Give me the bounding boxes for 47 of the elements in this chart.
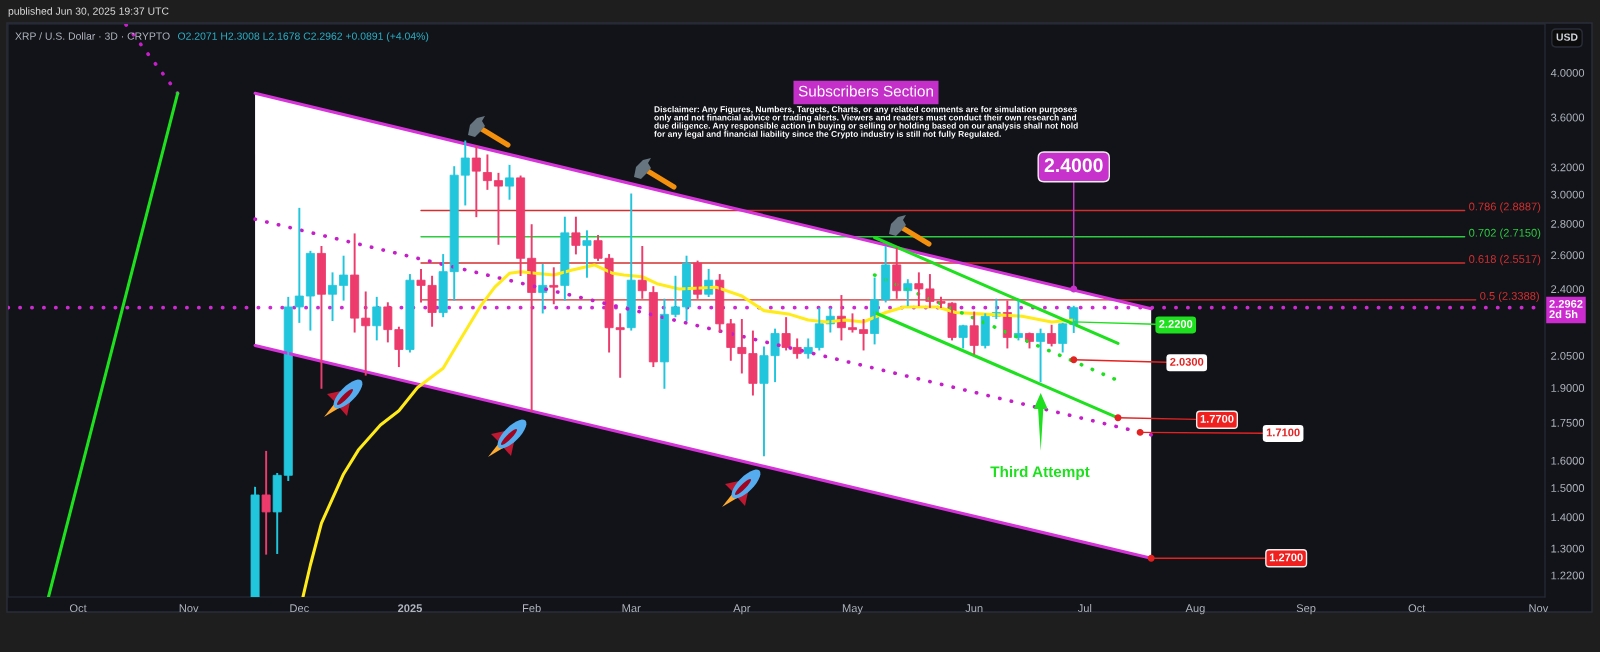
annotation: Third Attempt: [990, 465, 1090, 481]
y-tick-label: 1.2200: [1551, 571, 1585, 580]
y-tick-label: 3.2000: [1550, 163, 1585, 172]
series-label: 0.702 (2.7150): [1469, 228, 1541, 239]
annotation: 1.7700: [1200, 414, 1234, 423]
x-tick-label: Feb: [522, 603, 541, 613]
annotation: 2.4000: [1044, 158, 1103, 173]
y-tick-label: 3.0000: [1550, 190, 1585, 199]
x-tick-label: Sep: [1296, 604, 1316, 615]
y-tick-label: 1.7500: [1551, 418, 1585, 427]
ref-line-label: 2.2962 2d 5h: [1549, 299, 1583, 319]
y-tick-label: 3.6000: [1550, 113, 1585, 122]
y-tick-label: 1.6000: [1551, 456, 1585, 465]
y-tick-label: 2.6000: [1551, 251, 1585, 260]
x-tick-label: Jun: [965, 604, 983, 613]
y-tick-label: 2.4000: [1551, 285, 1585, 294]
text: published Jun 30, 2025 19:37 UTC: [8, 7, 169, 17]
x-tick-label: Nov: [179, 604, 199, 613]
series-label: 0.618 (2.5517): [1469, 254, 1541, 266]
x-tick-label: Oct: [1408, 604, 1426, 613]
y-tick-label: 1.5000: [1551, 484, 1585, 492]
annotation: 1.2700: [1269, 553, 1303, 562]
y-axis-title: USD: [1556, 33, 1578, 41]
annotation: Disclaimer: Any Figures, Numbers, Targets, Charts, or any related comments are for simulation purposes only and not financial advice or trading alerts. Viewers and readers must conduct their own research and due diligence. Any responsible action in buying or selling or holding based on our analysis shall not hold for any legal and financial liability since the Crypto industry is still not fully Regulated.: [654, 106, 1078, 139]
y-tick-label: 1.4000: [1551, 513, 1585, 522]
x-tick-label: May: [842, 604, 863, 615]
y-tick-label: 2.8000: [1551, 219, 1585, 228]
annotation: 1.7100: [1266, 428, 1300, 437]
x-tick-label: Dec: [290, 604, 309, 613]
x-tick-label: Aug: [1185, 604, 1205, 615]
x-tick-label: Jul: [1077, 603, 1092, 613]
x-tick-label: Oct: [69, 604, 87, 613]
x-tick-label: 2025: [397, 604, 423, 613]
series-label: 0.5 (2.3388): [1480, 291, 1539, 303]
x-tick-label: Apr: [733, 604, 751, 615]
y-tick-label: 4.0000: [1550, 68, 1585, 77]
y-tick-label: 2.0500: [1551, 351, 1585, 360]
annotation: 2.0300: [1170, 357, 1204, 366]
x-tick-label: Mar: [622, 604, 641, 613]
annotation: O2.2071 H2.3008 L2.1678 C2.2962 +0.0891 (+4.04%): [177, 32, 429, 42]
text: XRP / U.S. Dollar · 3D · CRYPTO: [15, 32, 170, 40]
y-tick-label: 1.9000: [1551, 384, 1585, 392]
series-label: 0.786 (2.8887): [1469, 202, 1541, 213]
x-tick-label: Nov: [1529, 604, 1549, 613]
annotation: 2.2200: [1159, 320, 1193, 328]
y-tick-label: 1.3000: [1551, 544, 1585, 553]
text: Subscribers Section: [798, 85, 933, 97]
